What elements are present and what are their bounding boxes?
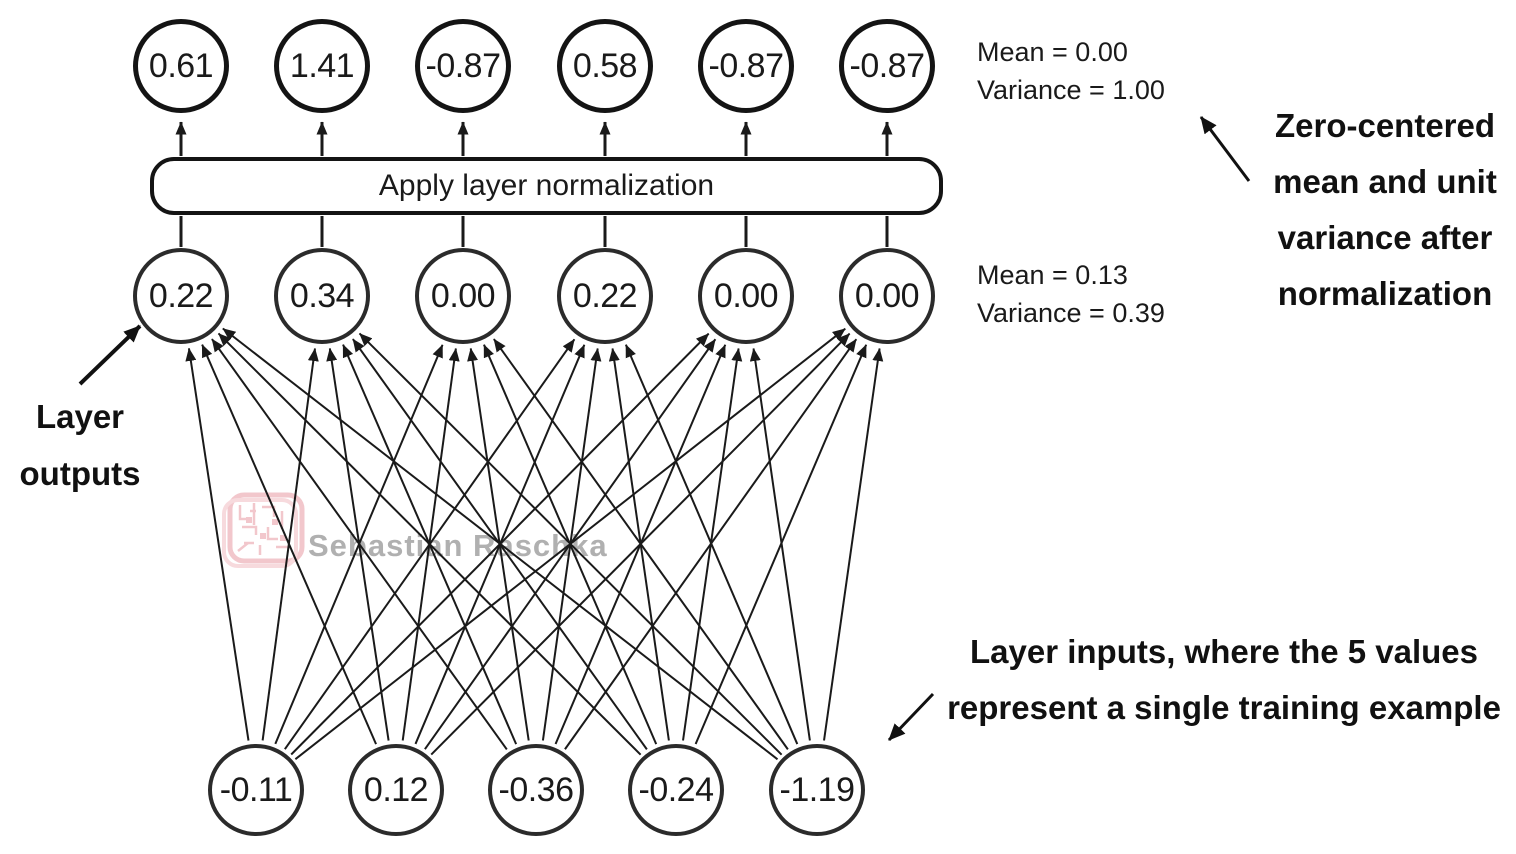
layer-inputs-note-line: represent a single training example	[947, 689, 1501, 726]
zero-centered-note: Zero-centered mean and unit variance aft…	[1252, 98, 1516, 322]
connection-arrow	[624, 344, 799, 745]
connection-arrow	[217, 332, 642, 756]
layer-inputs-note: Layer inputs, where the 5 values represe…	[938, 624, 1510, 736]
variance-before-label: Variance = 0.39	[977, 298, 1165, 328]
mean-before-label: Mean = 0.13	[977, 260, 1128, 290]
connection-arrow	[222, 327, 779, 761]
connection-arrow	[358, 332, 783, 756]
connection-arrow	[493, 338, 789, 750]
middle-node-5: 0.00	[698, 248, 794, 344]
variance-after-label: Variance = 1.00	[977, 75, 1165, 105]
middle-node-4: 0.22	[557, 248, 653, 344]
bottom-node-5: -1.19	[769, 744, 865, 836]
connection-arrow	[823, 347, 884, 741]
bottom-node-3: -0.36	[488, 744, 584, 836]
connection-arrow	[185, 347, 250, 741]
top-node-6: -0.87	[839, 19, 935, 113]
top-node-5: -0.87	[698, 19, 794, 113]
bottom-node-1: -0.11	[208, 744, 304, 836]
layer-outputs-arrow	[78, 324, 142, 386]
bottom-node-4: -0.24	[628, 744, 724, 836]
zero-centered-arrow	[1199, 116, 1251, 182]
apply-layer-normalization-box: Apply layer normalization	[150, 157, 943, 215]
stats-before-normalization: Mean = 0.13 Variance = 0.39	[977, 256, 1165, 332]
zero-centered-note-line: mean and unit	[1273, 163, 1497, 200]
layer-inputs-arrow	[887, 692, 935, 742]
middle-node-1: 0.22	[133, 248, 229, 344]
middle-node-6: 0.00	[839, 248, 935, 344]
zero-centered-note-line: normalization	[1277, 275, 1493, 312]
bottom-node-2: 0.12	[348, 744, 444, 836]
top-node-2: 1.41	[274, 19, 370, 113]
middle-node-2: 0.34	[274, 248, 370, 344]
connection-arrow	[211, 338, 508, 750]
layer-inputs-note-line: Layer inputs, where the 5 values	[969, 633, 1479, 670]
connection-arrow	[201, 344, 377, 745]
connection-arrow	[749, 347, 811, 741]
layer-outputs-note-line: Layer	[35, 398, 125, 435]
watermark-logo-icon	[222, 492, 305, 568]
middle-node-3: 0.00	[415, 248, 511, 344]
layer-outputs-note-line: outputs	[19, 455, 141, 492]
zero-centered-note-line: variance after	[1277, 219, 1493, 256]
top-node-3: -0.87	[415, 19, 511, 113]
layer-outputs-note: Layer outputs	[14, 388, 146, 502]
zero-centered-note-line: Zero-centered	[1274, 107, 1496, 144]
stats-after-normalization: Mean = 0.00 Variance = 1.00	[977, 33, 1165, 109]
top-node-4: 0.58	[557, 19, 653, 113]
top-node-1: 0.61	[133, 19, 229, 113]
apply-layer-normalization-label: Apply layer normalization	[378, 169, 715, 202]
mean-after-label: Mean = 0.00	[977, 37, 1128, 67]
